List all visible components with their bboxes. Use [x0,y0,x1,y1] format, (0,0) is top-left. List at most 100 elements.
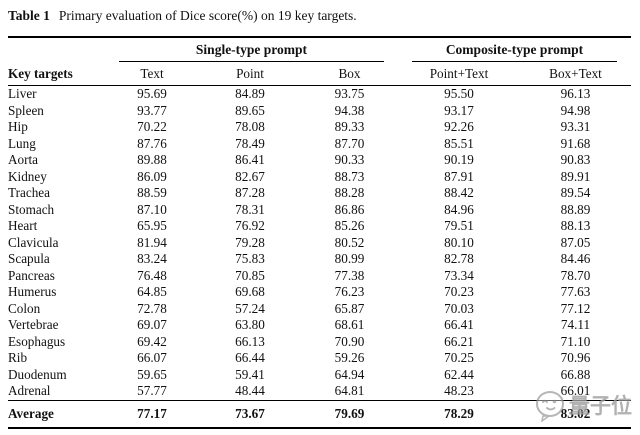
value-cell: 70.25 [444,350,474,365]
value-cell: 66.88 [560,366,591,382]
value-cell: 64.94 [334,366,365,382]
column-header-box-text: Box+Text [520,62,631,86]
value-cell: 84.96 [444,201,474,217]
value-cell: 70.85 [235,267,265,283]
group-header-single-label: Single-type prompt [119,39,384,62]
value-cell: 72.78 [137,300,167,316]
average-row-label: Average [8,399,105,428]
value-cell: 80.10 [444,234,474,250]
average-point-text-value: 78.29 [398,399,520,428]
value-cell: 68.61 [334,317,365,332]
value-cell: 79.28 [235,234,265,250]
value-cell: 87.10 [137,201,167,217]
target-cell: Esophagus [8,333,66,349]
value-cell: 64.81 [334,383,365,398]
table-row: Vertebrae 69.07 63.80 68.61 66.41 74.11 [8,317,631,334]
value-cell: 89.33 [334,119,365,134]
value-cell: 93.75 [334,86,365,101]
average-point-value: 73.67 [199,399,301,428]
column-header-row: Key targets Text Point Box Point+Text Bo… [8,62,631,86]
value-cell: 88.42 [444,185,474,200]
value-cell: 70.22 [137,119,167,134]
average-text-value: 77.17 [105,399,199,428]
value-cell: 78.31 [235,201,265,217]
value-cell: 66.07 [137,350,167,365]
group-header-single: Single-type prompt [105,37,398,62]
value-cell: 57.77 [137,383,167,398]
table-row: Trachea 88.59 87.28 88.28 88.42 89.54 [8,185,631,202]
value-cell: 89.65 [235,102,265,118]
table-row: Liver 95.69 84.89 93.75 95.50 96.13 [8,86,631,103]
table-row: Humerus 64.85 69.68 76.23 70.23 77.63 [8,284,631,301]
value-cell: 70.96 [560,350,591,365]
value-cell: 92.26 [444,119,474,134]
value-cell: 69.68 [235,284,265,299]
value-cell: 96.13 [560,86,591,101]
value-cell: 89.88 [137,152,167,167]
value-cell: 95.69 [137,86,167,101]
table-row: Hip 70.22 78.08 89.33 92.26 93.31 [8,119,631,136]
column-header-point: Point [199,62,301,86]
table-row: Clavicula 81.94 79.28 80.52 80.10 87.05 [8,235,631,252]
average-box-text-value: 83.02 [520,399,631,428]
column-header-text: Text [105,62,199,86]
target-cell: Clavicula [8,234,59,250]
value-cell: 89.91 [560,168,591,184]
value-cell: 83.24 [137,251,167,266]
target-cell: Lung [8,135,36,151]
value-cell: 80.52 [334,234,365,250]
value-cell: 77.38 [334,267,365,283]
table-row: Aorta 89.88 86.41 90.33 90.19 90.83 [8,152,631,169]
value-cell: 87.91 [444,168,474,184]
target-cell: Duodenum [8,366,67,382]
value-cell: 71.10 [560,333,591,349]
value-cell: 93.17 [444,102,474,118]
group-header-row: Single-type prompt Composite-type prompt [8,37,631,62]
value-cell: 79.51 [444,218,474,233]
value-cell: 66.44 [235,350,265,365]
group-header-composite-label: Composite-type prompt [412,39,617,62]
table-row: Rib 66.07 66.44 59.26 70.25 70.96 [8,350,631,367]
target-cell: Liver [8,86,37,101]
target-cell: Aorta [8,152,39,167]
target-cell: Spleen [8,102,44,118]
value-cell: 66.13 [235,333,265,349]
value-cell: 70.03 [444,300,474,316]
table-row: Scapula 83.24 75.83 80.99 82.78 84.46 [8,251,631,268]
table-row: Heart 65.95 76.92 85.26 79.51 88.13 [8,218,631,235]
table-row: Duodenum 59.65 59.41 64.94 62.44 66.88 [8,367,631,384]
target-cell: Trachea [8,185,50,200]
value-cell: 63.80 [235,317,265,332]
table-caption-label: Table 1 [8,8,50,23]
target-cell: Vertebrae [8,317,59,332]
table-row: Adrenal 57.77 48.44 64.81 48.23 66.01 [8,383,631,400]
table-caption: Table 1 Primary evaluation of Dice score(… [8,7,357,24]
value-cell: 80.99 [334,251,365,266]
value-cell: 87.76 [137,135,167,151]
value-cell: 87.70 [334,135,365,151]
value-cell: 90.33 [334,152,365,167]
value-cell: 76.23 [334,284,365,299]
group-header-spacer [8,37,105,62]
value-cell: 88.28 [334,185,365,200]
target-cell: Colon [8,300,41,316]
value-cell: 88.59 [137,185,167,200]
value-cell: 88.13 [560,218,591,233]
table-row: Colon 72.78 57.24 65.87 70.03 77.12 [8,301,631,318]
value-cell: 70.90 [334,333,365,349]
value-cell: 94.38 [334,102,365,118]
value-cell: 95.50 [444,86,474,101]
target-cell: Heart [8,218,38,233]
target-cell: Adrenal [8,383,51,398]
value-cell: 78.70 [560,267,591,283]
target-cell: Stomach [8,201,55,217]
table-body: Liver 95.69 84.89 93.75 95.50 96.13 Spleen 93.7… [8,86,631,401]
value-cell: 84.46 [560,251,591,266]
average-box-value: 79.69 [301,399,398,428]
value-cell: 82.78 [444,251,474,266]
value-cell: 90.83 [560,152,591,167]
table-caption-text: Primary evaluation of Dice score(%) on 1… [58,8,357,23]
value-cell: 78.49 [235,135,265,151]
value-cell: 77.63 [560,284,591,299]
table-row: Lung 87.76 78.49 87.70 85.51 91.68 [8,136,631,153]
